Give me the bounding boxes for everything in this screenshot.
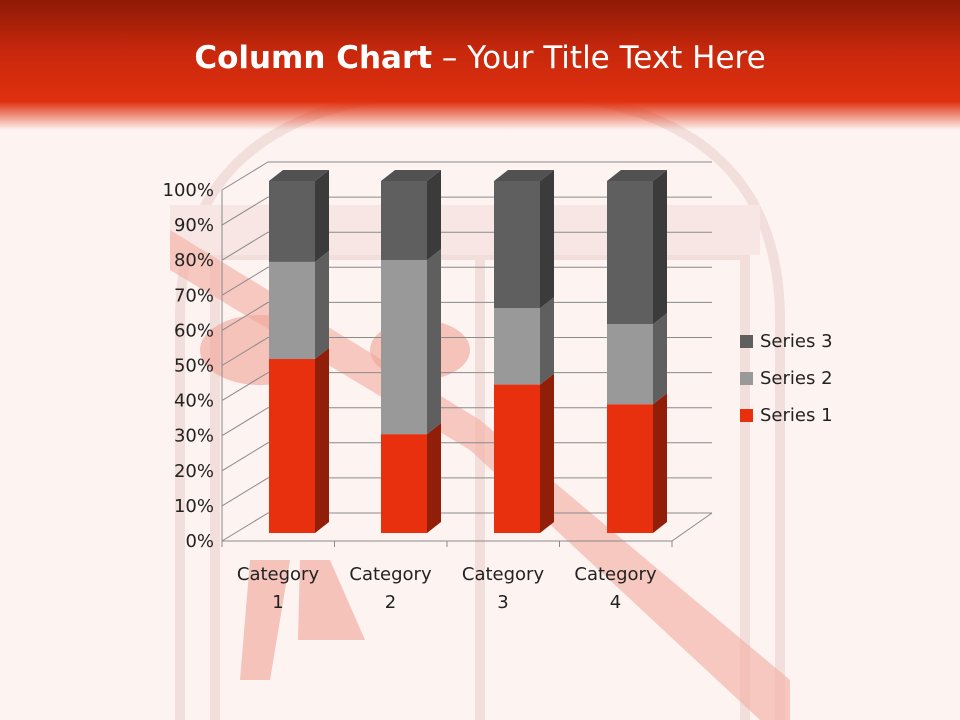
bar-side-1-3 <box>315 170 329 262</box>
y-tick-label: 100% <box>163 180 214 201</box>
bar-side-4-3 <box>653 170 667 325</box>
title-rest: – Your Title Text Here <box>432 40 766 76</box>
bar-side-2-1 <box>427 423 441 533</box>
bar-front-4-1 <box>607 404 653 533</box>
y-tick-label: 30% <box>174 426 214 447</box>
bar-front-2-3 <box>381 181 427 261</box>
legend-swatch <box>740 335 753 348</box>
bar-side-3-2 <box>540 297 554 385</box>
bar-front-3-2 <box>494 308 540 385</box>
bar-front-4-3 <box>607 181 653 325</box>
bar-side-4-1 <box>653 393 667 533</box>
bar-side-2-3 <box>427 170 441 261</box>
legend-swatch <box>740 372 753 385</box>
gridline <box>221 407 712 437</box>
y-tick-label: 10% <box>174 496 214 517</box>
y-tick-label: 50% <box>174 356 214 377</box>
y-tick-label: 70% <box>174 285 214 306</box>
bar-front-3-3 <box>494 181 540 309</box>
x-category-label: Category <box>349 564 432 585</box>
gridline <box>221 512 712 542</box>
bar-front-2-2 <box>381 260 427 435</box>
bar-front-1-1 <box>269 359 315 533</box>
y-tick-label: 90% <box>174 215 214 236</box>
bar-side-3-3 <box>540 170 554 309</box>
bar-side-1-2 <box>315 250 329 360</box>
bar-front-1-2 <box>269 261 315 360</box>
x-category-label: Category <box>574 564 657 585</box>
gridline <box>221 372 712 402</box>
legend-label: Series 2 <box>760 368 833 389</box>
x-category-label: 3 <box>497 592 508 613</box>
bar-side-2-2 <box>427 249 441 435</box>
title-bar <box>0 0 960 130</box>
bar-front-1-3 <box>269 181 315 262</box>
bar-front-2-1 <box>381 434 427 533</box>
bar-side-1-1 <box>315 348 329 533</box>
slide-title: Column Chart – Your Title Text Here <box>0 40 960 76</box>
gridline <box>221 301 712 331</box>
y-tick-label: 0% <box>185 531 214 552</box>
bar-side-4-2 <box>653 313 667 405</box>
y-tick-label: 60% <box>174 320 214 341</box>
x-category-label: 4 <box>610 592 621 613</box>
legend-label: Series 1 <box>760 405 833 426</box>
legend-swatch <box>740 409 753 422</box>
bar-side-3-1 <box>540 373 554 533</box>
gridline <box>221 442 712 472</box>
y-tick-label: 80% <box>174 250 214 271</box>
bar-front-3-1 <box>494 384 540 533</box>
y-tick-label: 20% <box>174 461 214 482</box>
x-category-label: 2 <box>385 592 396 613</box>
y-tick-label: 40% <box>174 391 214 412</box>
bar-front-4-2 <box>607 324 653 405</box>
gridline <box>221 196 712 226</box>
gridline <box>221 231 712 261</box>
title-bold: Column Chart <box>194 40 433 76</box>
gridline <box>221 477 712 507</box>
gridline <box>221 161 712 191</box>
bar-top-1 <box>269 170 329 181</box>
x-category-label: Category <box>462 564 545 585</box>
bar-top-3 <box>494 170 554 181</box>
gridline <box>221 337 712 366</box>
legend-label: Series 3 <box>760 331 833 352</box>
x-category-label: Category <box>237 564 320 585</box>
x-category-label: 1 <box>272 592 283 613</box>
gridline <box>221 266 712 296</box>
bar-top-4 <box>607 170 667 181</box>
bar-top-2 <box>381 170 441 181</box>
